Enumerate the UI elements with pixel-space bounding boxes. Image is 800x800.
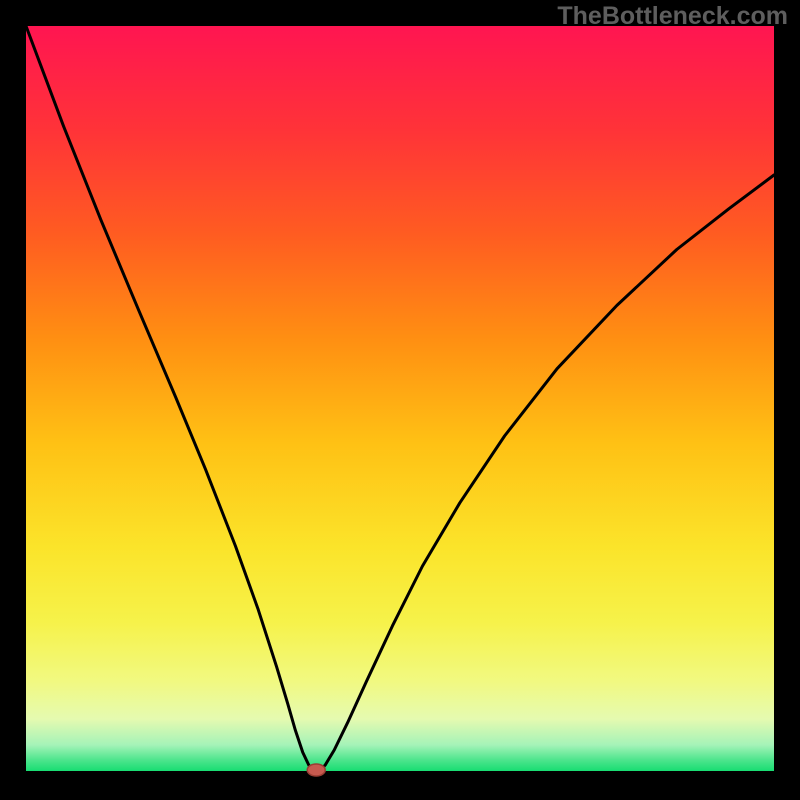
plot-area — [26, 26, 774, 774]
watermark-text: TheBottleneck.com — [557, 2, 788, 31]
